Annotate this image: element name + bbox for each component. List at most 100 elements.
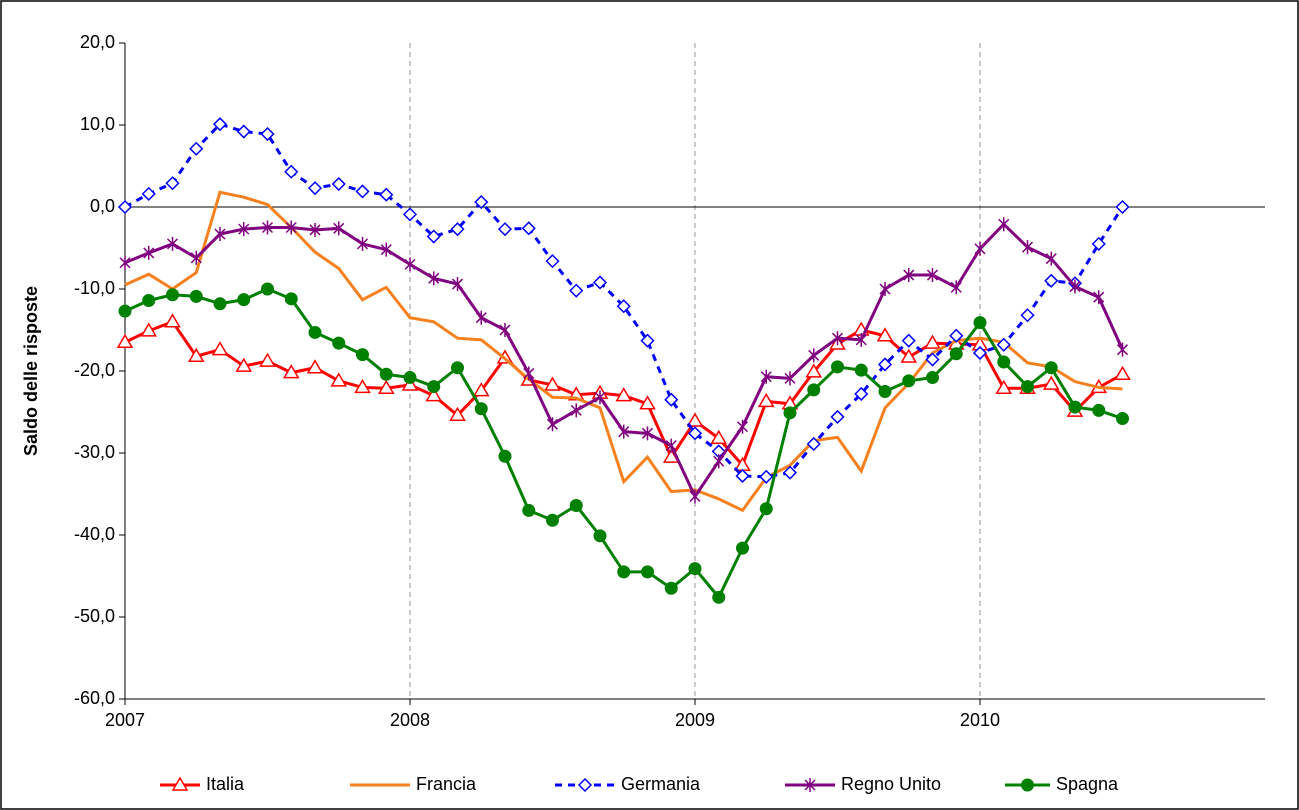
marker (211, 341, 229, 356)
marker (379, 367, 393, 381)
marker (426, 229, 441, 244)
marker (782, 465, 798, 480)
marker (1020, 308, 1035, 323)
marker (142, 293, 156, 307)
marker (354, 378, 371, 394)
marker (523, 366, 535, 381)
marker (878, 385, 892, 398)
legend-item: Regno Unito (785, 774, 941, 794)
y-tick-label: -20,0 (74, 360, 115, 380)
marker (736, 419, 749, 434)
marker (118, 304, 132, 318)
y-tick-label: -50,0 (74, 606, 115, 626)
marker (855, 332, 867, 347)
y-tick-label: -60,0 (74, 688, 115, 708)
marker (854, 386, 869, 402)
legend-marker (171, 776, 189, 791)
y-tick-label: 0,0 (90, 196, 115, 216)
marker (903, 268, 915, 283)
marker (380, 242, 392, 257)
marker (306, 359, 324, 374)
marker (282, 364, 300, 379)
marker (664, 392, 679, 407)
marker (474, 195, 489, 210)
x-tick-label: 2009 (675, 710, 715, 730)
marker (949, 328, 964, 343)
marker (522, 503, 536, 517)
y-tick-label: -40,0 (74, 524, 115, 544)
marker (475, 310, 487, 325)
marker (760, 369, 772, 384)
marker (189, 141, 204, 156)
marker (355, 348, 369, 362)
marker (664, 581, 678, 595)
marker (166, 288, 180, 302)
marker (164, 313, 181, 328)
marker (641, 426, 654, 441)
marker (214, 227, 226, 242)
marker (141, 186, 156, 201)
marker (594, 390, 606, 405)
marker (521, 221, 536, 236)
marker (1044, 361, 1058, 375)
marker (972, 345, 988, 361)
marker (783, 406, 797, 420)
legend-item: Francia (350, 774, 477, 794)
marker (996, 337, 1011, 352)
marker (806, 436, 821, 452)
marker (617, 565, 631, 579)
marker (284, 292, 298, 306)
marker (165, 176, 180, 191)
marker (356, 236, 369, 251)
y-tick-label: 10,0 (80, 114, 115, 134)
marker (757, 392, 775, 408)
marker (212, 117, 228, 132)
marker (450, 222, 465, 237)
marker (449, 406, 466, 422)
marker (1116, 342, 1129, 357)
marker (260, 126, 275, 142)
marker (665, 438, 677, 453)
marker (1114, 365, 1131, 381)
marker (618, 424, 630, 439)
marker (924, 334, 941, 349)
legend-label: Germania (621, 774, 701, 794)
marker (259, 352, 276, 367)
marker (900, 348, 918, 363)
y-tick-label: -30,0 (74, 442, 115, 462)
marker (831, 331, 844, 346)
marker (713, 454, 725, 469)
marker (546, 513, 559, 527)
marker (355, 184, 370, 199)
marker (805, 363, 823, 378)
marker (379, 187, 394, 202)
legend-marker (577, 777, 593, 793)
marker (689, 489, 701, 504)
marker (854, 363, 868, 377)
marker (403, 371, 417, 385)
marker (309, 222, 321, 237)
x-tick-label: 2008 (390, 710, 430, 730)
marker (974, 241, 986, 256)
marker (166, 236, 179, 251)
marker (902, 374, 916, 388)
x-tick-label: 2010 (960, 710, 1000, 730)
series (117, 117, 1130, 484)
marker (425, 387, 443, 402)
marker (830, 409, 845, 424)
marker (998, 217, 1010, 232)
marker (995, 379, 1013, 394)
legend-item: Spagna (1005, 774, 1119, 794)
marker (736, 541, 750, 555)
marker (950, 280, 962, 295)
legend-item: Italia (160, 774, 245, 794)
marker (332, 336, 346, 350)
marker (1092, 403, 1106, 417)
marker (261, 282, 274, 296)
marker (330, 372, 348, 387)
marker (428, 271, 440, 286)
y-tick-label: 20,0 (80, 32, 115, 52)
marker (284, 164, 299, 179)
marker (926, 268, 939, 283)
